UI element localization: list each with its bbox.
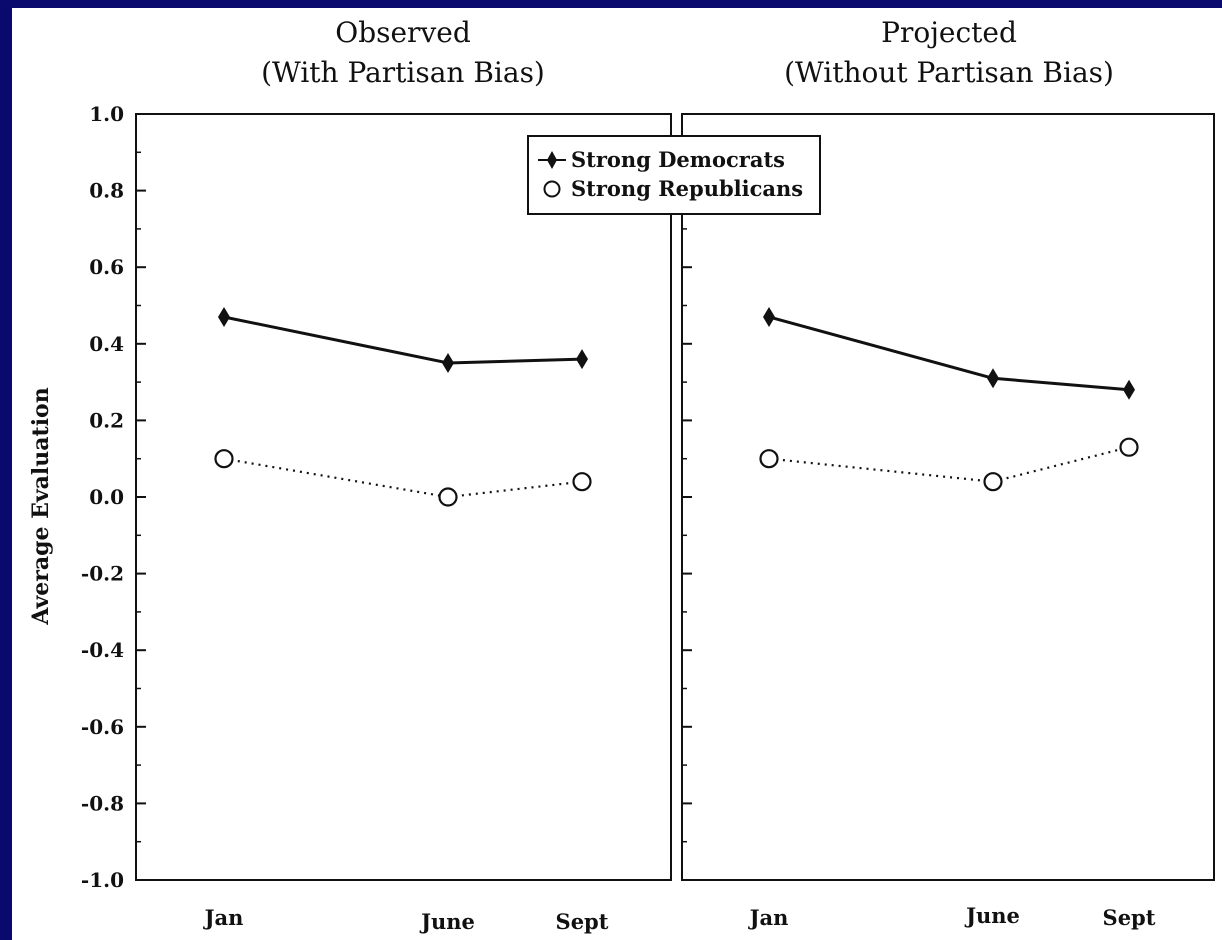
y-tick-label: 0.0 (89, 485, 124, 509)
data-point-diamond (987, 368, 999, 389)
data-point-diamond (442, 352, 454, 373)
x-tick-label: June (419, 909, 475, 934)
x-tick-label: Sept (1103, 905, 1156, 930)
series-line-segment (992, 446, 1130, 483)
data-point-circle (1119, 437, 1139, 457)
chart-figure: Observed (With Partisan Bias) Projected … (12, 8, 1222, 940)
legend-republicans-circle-icon (543, 180, 561, 198)
data-point-diamond (1123, 379, 1135, 400)
data-point-circle (572, 472, 592, 492)
y-axis-label: Average Evaluation (28, 387, 54, 625)
x-tick-label: Jan (203, 905, 244, 930)
x-tick-label: Sept (556, 909, 609, 934)
chart-svg: Observed (With Partisan Bias) Projected … (28, 16, 1215, 934)
panel-2-title-line1: Projected (881, 16, 1017, 49)
legend: Strong Democrats Strong Republicans (527, 135, 821, 215)
y-tick-label: -0.2 (81, 562, 124, 586)
legend-democrats-diamond-icon (547, 151, 557, 169)
y-ticks: 1.0 0.8 0.6 0.4 0.2 0.0 -0.2 -0.4 -0.6 -0.8 -1.0 (81, 102, 692, 892)
panel-1-title-line1: Observed (335, 16, 471, 49)
y-tick-label: -0.6 (81, 715, 124, 739)
series-line-segment (768, 315, 994, 380)
y-tick-label: 0.4 (89, 332, 124, 356)
y-tick-label: -1.0 (81, 868, 124, 892)
y-tick-label: -0.8 (81, 791, 124, 815)
data-point-circle (214, 449, 234, 469)
panel-2-title-line2: (Without Partisan Bias) (784, 56, 1114, 89)
series-line-segment (992, 376, 1130, 392)
data-point-circle (438, 487, 458, 507)
panel-1-title-line2: (With Partisan Bias) (261, 56, 545, 89)
y-tick-label: 0.8 (89, 179, 124, 203)
y-tick-label: 0.6 (89, 255, 124, 279)
legend-democrats-label: Strong Democrats (571, 147, 785, 172)
series-line-segment (447, 357, 583, 365)
series-line-segment (223, 457, 449, 499)
x-tick-label: June (964, 903, 1020, 928)
y-tick-label: 1.0 (89, 102, 124, 126)
series-line-segment (768, 457, 994, 483)
data-point-diamond (763, 306, 775, 327)
data-point-diamond (218, 306, 230, 327)
series-line-segment (223, 315, 449, 365)
data-point-circle (759, 449, 779, 469)
y-tick-label: 0.2 (89, 408, 124, 432)
x-ticks: Jan June Sept Jan June Sept (203, 903, 1156, 934)
legend-republicans-label: Strong Republicans (571, 176, 803, 201)
panel-2-frame (681, 113, 1215, 881)
legend-box (527, 135, 821, 215)
series-layer (214, 306, 1139, 507)
y-tick-label: -0.4 (81, 638, 124, 662)
data-point-diamond (576, 349, 588, 370)
x-tick-label: Jan (748, 905, 789, 930)
panel-1-frame (135, 113, 672, 881)
data-point-circle (983, 472, 1003, 492)
series-line-segment (447, 480, 583, 499)
